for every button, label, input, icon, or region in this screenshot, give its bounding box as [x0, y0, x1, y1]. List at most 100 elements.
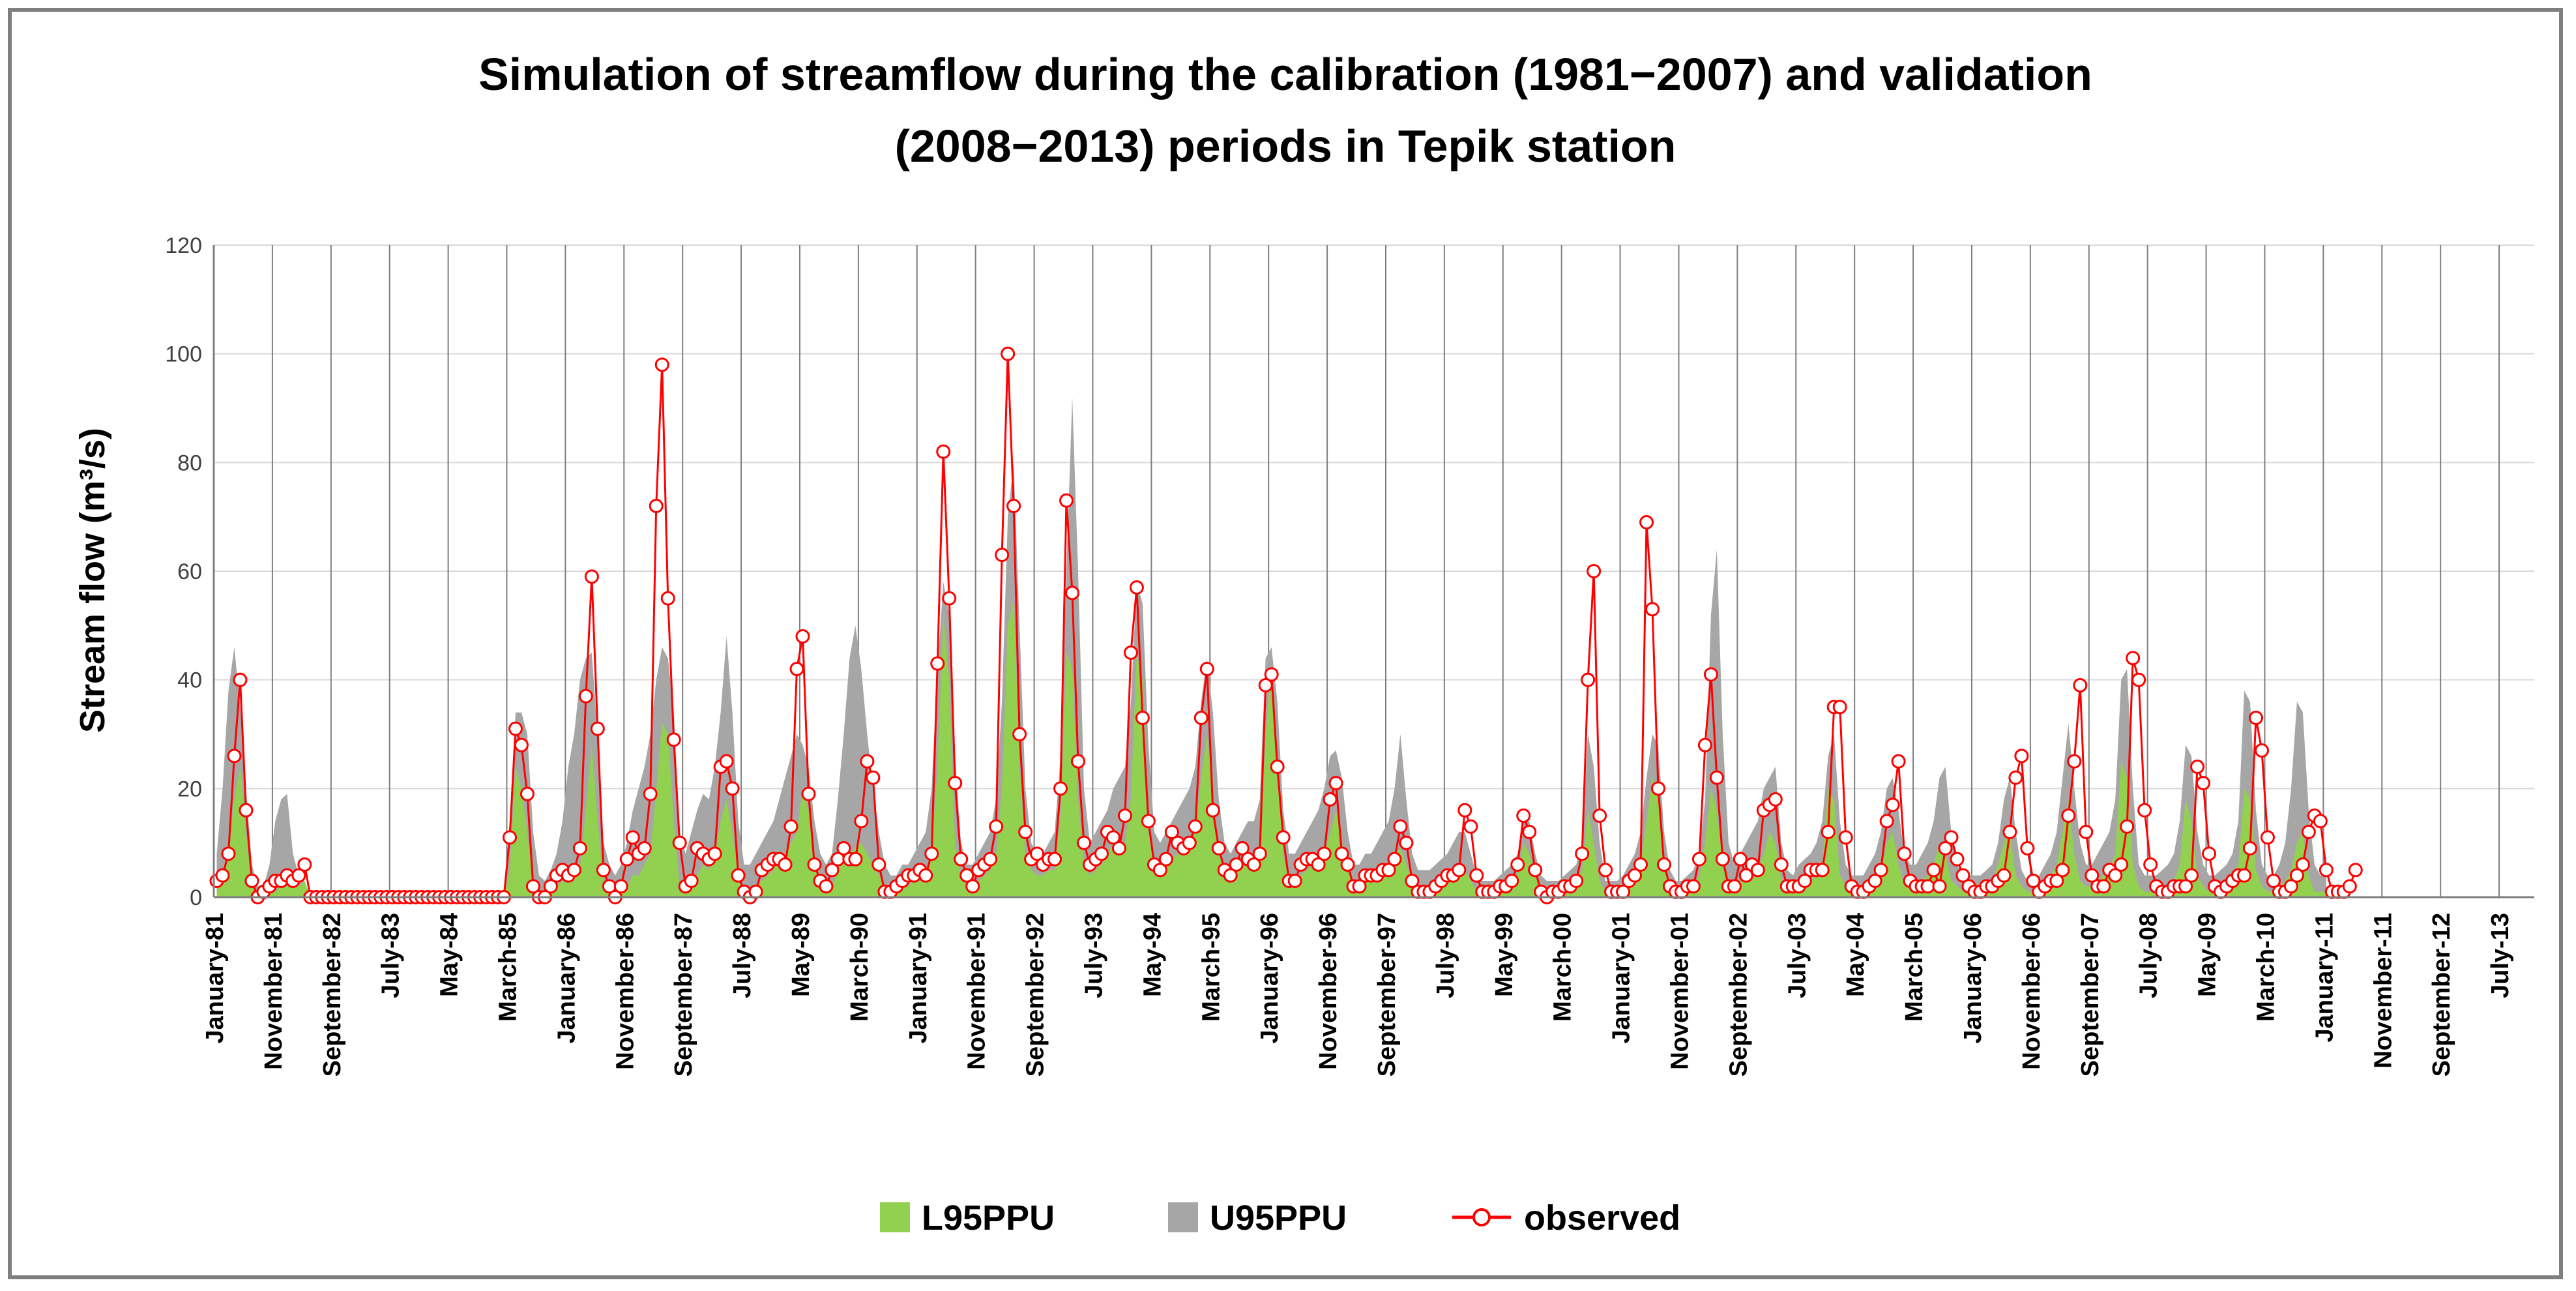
observed-point-140 [1030, 846, 1045, 861]
x-tick-label-27: July-03 [1783, 913, 1811, 998]
observed-point-144 [1053, 781, 1068, 796]
observed-point-356 [2295, 857, 2310, 872]
observed-point-69 [613, 879, 628, 894]
observed-point-233 [1575, 846, 1590, 861]
observed-point-1 [215, 868, 230, 883]
observed-point-170 [1205, 803, 1220, 818]
observed-point-89 [731, 868, 746, 883]
observed-point-329 [2137, 803, 2152, 818]
observed-point-201 [1387, 852, 1402, 867]
observed-point-260 [1733, 852, 1748, 867]
observed-point-88 [725, 781, 740, 796]
observed-point-180 [1264, 667, 1279, 682]
x-tick-label-7: November-86 [611, 913, 639, 1070]
x-tick-label-33: July-08 [2135, 913, 2163, 998]
area-l95ppu [216, 598, 2326, 897]
observed-point-195 [1352, 879, 1367, 894]
observed-point-242 [1628, 868, 1643, 883]
y-tick-label-60: 60 [177, 559, 202, 584]
observed-point-310 [2026, 874, 2041, 888]
x-tick-label-29: March-05 [1901, 913, 1928, 1022]
x-tick-label-23: March-00 [1549, 913, 1577, 1022]
x-tick-label-21: July-98 [1432, 913, 1459, 998]
observed-point-364 [2342, 879, 2357, 894]
observed-point-348 [2248, 711, 2263, 725]
observed-point-70 [619, 852, 634, 867]
observed-point-101 [801, 786, 816, 801]
observed-point-74 [643, 786, 658, 801]
observed-point-146 [1065, 586, 1080, 601]
x-tick-label-38: September-12 [2428, 913, 2455, 1076]
observed-point-128 [959, 868, 974, 883]
observed-point-293 [1926, 863, 1941, 878]
observed-point-109 [848, 852, 863, 867]
legend: L95PPU U95PPU observed [880, 1198, 1680, 1238]
x-tick-label-31: November-06 [2018, 913, 2045, 1070]
observed-point-247 [1657, 857, 1671, 872]
observed-point-223 [1516, 809, 1531, 823]
x-tick-label-15: July-93 [1080, 913, 1107, 998]
y-tick-label-40: 40 [177, 668, 202, 693]
observed-point-285 [1879, 814, 1894, 829]
observed-point-204 [1405, 874, 1420, 888]
observed-point-325 [2114, 857, 2129, 872]
observed-point-261 [1738, 868, 1753, 883]
observed-point-212 [1452, 863, 1467, 878]
observed-point-271 [1797, 874, 1812, 888]
observed-point-274 [1815, 863, 1830, 878]
observed-point-52 [514, 737, 529, 752]
observed-point-360 [2319, 863, 2334, 878]
observed-point-123 [930, 656, 945, 671]
observed-point-138 [1018, 825, 1033, 839]
observed-point-286 [1885, 797, 1900, 812]
chart-title-line-1: Simulation of streamflow during the cali… [478, 49, 2092, 100]
x-tick-label-17: March-95 [1197, 913, 1225, 1022]
observed-point-246 [1651, 781, 1666, 796]
x-tick-label-14: September-92 [1022, 913, 1049, 1076]
observed-point-324 [2108, 868, 2123, 883]
observed-point-259 [1727, 879, 1742, 894]
observed-point-64 [584, 569, 599, 584]
observed-point-295 [1938, 841, 1953, 855]
observed-point-100 [795, 629, 810, 644]
observed-point-214 [1463, 819, 1478, 834]
observed-point-166 [1182, 835, 1197, 850]
observed-point-193 [1340, 857, 1355, 872]
observed-point-147 [1071, 754, 1086, 769]
observed-point-85 [707, 846, 722, 861]
observed-point-316 [2061, 809, 2076, 823]
observed-point-237 [1598, 863, 1613, 878]
observed-point-107 [836, 841, 851, 855]
observed-point-189 [1317, 846, 1332, 861]
observed-point-296 [1944, 830, 1959, 845]
observed-point-253 [1691, 852, 1706, 867]
observed-point-267 [1774, 857, 1789, 872]
observed-point-97 [778, 857, 793, 872]
series-layer [209, 346, 2363, 904]
x-tick-label-9: July-88 [729, 913, 756, 998]
observed-point-308 [2014, 749, 2029, 764]
observed-point-284 [1873, 863, 1888, 878]
observed-point-4 [233, 672, 248, 687]
observed-point-263 [1750, 863, 1765, 878]
observed-point-51 [508, 721, 523, 736]
x-tick-label-0: January-81 [201, 913, 229, 1044]
observed-point-169 [1199, 662, 1214, 676]
observed-point-168 [1193, 711, 1208, 725]
observed-point-336 [2178, 879, 2193, 894]
observed-point-125 [942, 591, 957, 606]
axes [212, 245, 2534, 898]
observed-point-163 [1164, 825, 1179, 839]
observed-point-121 [918, 868, 933, 883]
observed-point-175 [1235, 841, 1250, 855]
observed-point-143 [1047, 852, 1062, 867]
x-tick-label-22: May-99 [1491, 913, 1518, 997]
observed-point-254 [1697, 737, 1712, 752]
observed-point-330 [2143, 857, 2158, 872]
observed-point-76 [654, 357, 669, 372]
observed-point-224 [1522, 825, 1537, 839]
observed-point-188 [1311, 857, 1326, 872]
observed-point-174 [1229, 857, 1244, 872]
observed-point-98 [783, 819, 798, 834]
observed-point-5 [239, 803, 254, 818]
